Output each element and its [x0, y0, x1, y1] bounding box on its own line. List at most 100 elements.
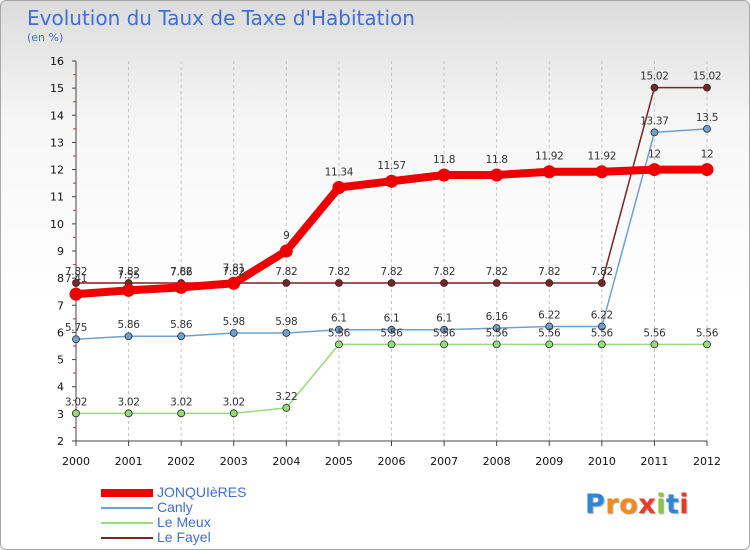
brand-letter: t	[665, 489, 680, 520]
data-point	[492, 279, 501, 287]
data-point	[703, 124, 711, 133]
data-label: 11.92	[588, 151, 617, 163]
data-point	[69, 287, 83, 301]
data-label: 13.37	[640, 115, 669, 127]
data-label: 3.22	[275, 391, 297, 403]
data-label: 7.82	[170, 266, 192, 278]
data-label: 5.98	[223, 316, 245, 328]
data-label: 7.82	[275, 266, 297, 278]
y-tick-label: 11	[50, 191, 64, 204]
y-tick-label: 13	[50, 136, 64, 149]
legend-swatch	[101, 489, 153, 497]
x-tick-label: 2012	[693, 455, 721, 468]
x-tick-label: 2008	[483, 455, 511, 468]
data-point	[703, 83, 711, 92]
brand-letter: P	[585, 489, 606, 520]
y-tick-label: 14	[50, 109, 64, 122]
x-tick-label: 2005	[325, 455, 353, 468]
x-tick-label: 2011	[640, 455, 668, 468]
y-tick-label: 3	[57, 408, 64, 421]
data-point	[647, 163, 661, 177]
data-point	[177, 332, 186, 341]
data-point	[440, 279, 448, 287]
x-tick-label: 2009	[535, 455, 563, 468]
brand-letter: i	[656, 489, 666, 520]
data-point	[72, 279, 80, 287]
data-label: 13.5	[696, 112, 718, 124]
y-tick-label: 2	[57, 435, 64, 448]
data-point	[440, 340, 448, 349]
data-label: 7.82	[65, 266, 87, 278]
data-label: 7.66	[170, 266, 193, 278]
data-label: 5.56	[380, 327, 403, 339]
y-tick-label: 12	[50, 164, 64, 177]
data-point	[335, 279, 343, 287]
data-label: 11.34	[325, 166, 354, 178]
brand-letter: o	[619, 489, 639, 520]
data-point	[650, 340, 659, 349]
y-tick-label: 16	[50, 55, 64, 68]
data-label: 5.56	[328, 327, 351, 339]
data-point	[229, 329, 238, 337]
y-tick-label: 5	[57, 354, 64, 367]
data-label: 6.1	[436, 313, 452, 325]
data-label: 11.57	[377, 160, 406, 172]
data-label: 6.22	[538, 309, 560, 321]
legend-swatch	[101, 507, 153, 509]
grid	[128, 61, 708, 441]
x-tick-label: 2002	[167, 455, 195, 468]
data-label: 11.92	[535, 151, 564, 163]
legend-swatch	[101, 537, 153, 539]
data-label: 7.82	[591, 266, 613, 278]
y-tick-label: 9	[57, 245, 64, 258]
data-point	[335, 325, 343, 334]
y-tick-label: 8	[57, 272, 64, 285]
legend-label: Le Fayel	[157, 529, 211, 545]
data-label: 3.02	[170, 396, 192, 408]
data-point	[279, 244, 293, 258]
x-tick-label: 2004	[272, 455, 300, 468]
data-point	[387, 279, 396, 287]
data-point	[545, 322, 554, 331]
data-label: 9	[283, 230, 289, 242]
data-label: 5.56	[696, 327, 719, 339]
data-label: 6.16	[486, 311, 509, 323]
x-tick-label: 2007	[430, 455, 458, 468]
data-point	[492, 340, 501, 349]
data-point	[703, 340, 711, 349]
data-label: 5.56	[433, 327, 456, 339]
data-point	[545, 340, 554, 349]
data-point	[597, 340, 606, 349]
chart-subtitle: (en %)	[27, 31, 64, 44]
data-point	[545, 279, 554, 287]
x-tick-label: 2006	[378, 455, 406, 468]
data-point	[700, 163, 714, 177]
data-label: 5.56	[538, 327, 561, 339]
data-point	[282, 329, 291, 337]
data-point	[492, 324, 501, 332]
data-point	[542, 165, 556, 179]
x-tick-label: 2001	[115, 455, 143, 468]
y-tick-label: 4	[57, 381, 64, 394]
data-label: 7.55	[117, 269, 139, 281]
data-label: 5.56	[643, 327, 666, 339]
data-label: 11.8	[486, 154, 508, 166]
data-label: 7.81	[223, 262, 245, 274]
legend-label: Le Meux	[157, 514, 211, 530]
data-label: 3.02	[223, 396, 245, 408]
brand-letter: r	[605, 489, 620, 520]
series	[69, 83, 714, 418]
data-point	[229, 409, 238, 418]
data-label: 11.8	[433, 154, 455, 166]
data-label: 3.02	[65, 396, 87, 408]
axes: 2 3 4 5 6 7 8 9 10 11 12 13 14 15 16 2000 2001 2002 2003 20…	[50, 55, 721, 468]
data-label: 12	[701, 149, 714, 161]
data-point	[650, 83, 659, 92]
data-label: 7.82	[117, 266, 139, 278]
data-label: 5.86	[117, 319, 140, 331]
y-tick-label: 7	[57, 299, 64, 312]
legend-swatch	[101, 522, 153, 524]
data-point	[597, 322, 606, 331]
data-point	[282, 403, 291, 412]
data-label: 5.98	[275, 316, 297, 328]
